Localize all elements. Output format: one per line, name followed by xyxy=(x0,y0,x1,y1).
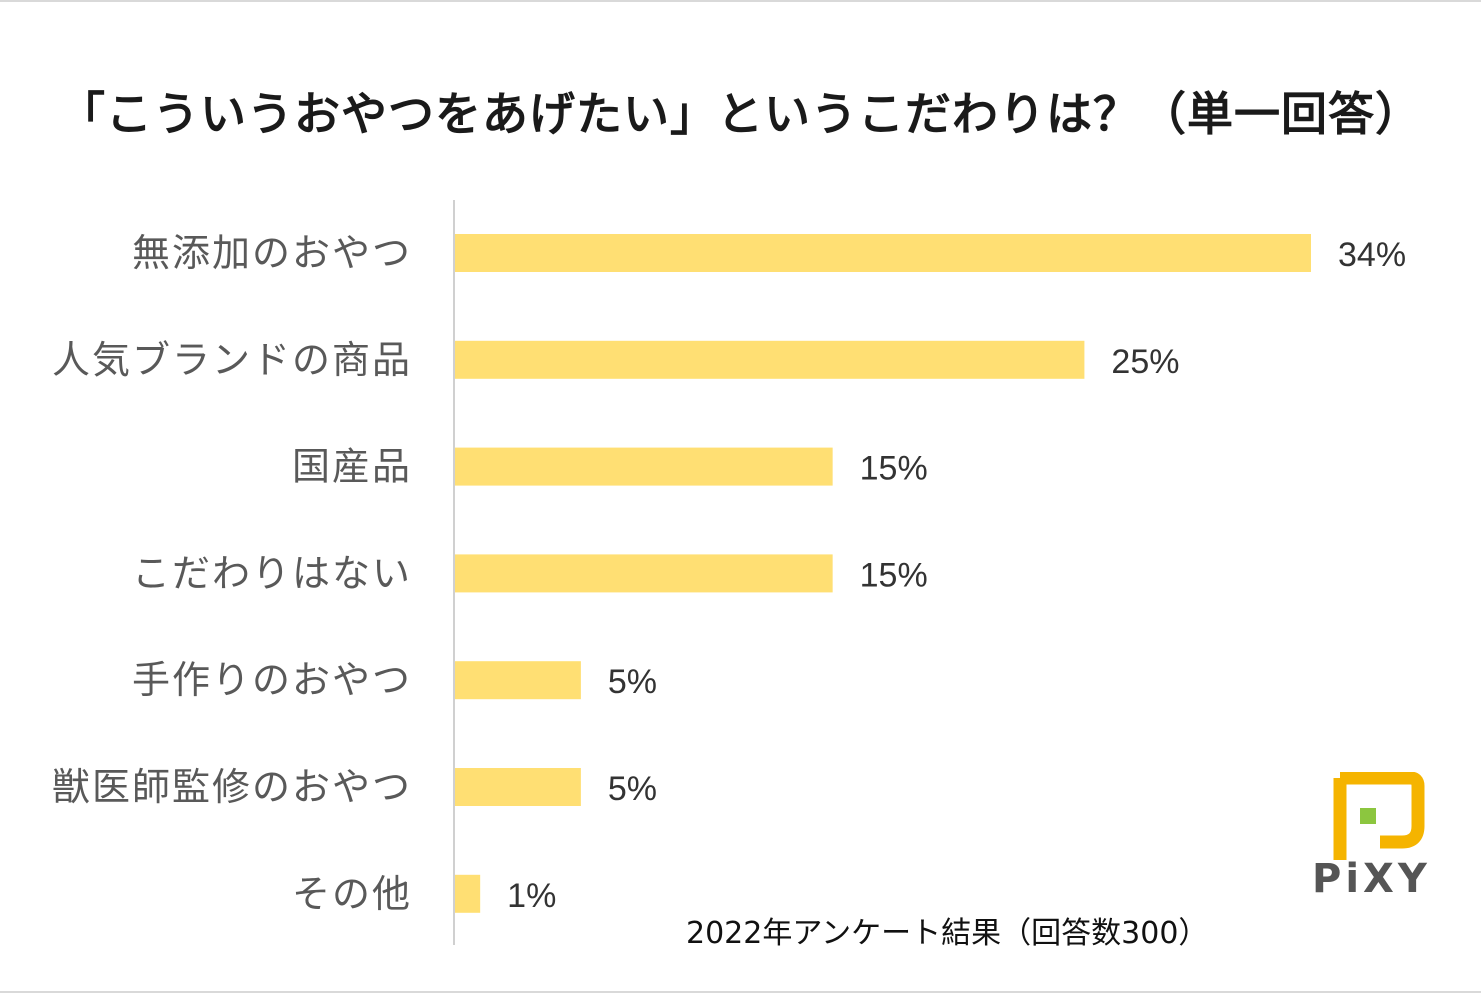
value-label: 34% xyxy=(1338,236,1406,274)
pixy-logo-icon xyxy=(1333,772,1425,860)
category-label: 獣医師監修のおやつ xyxy=(52,765,412,809)
bar xyxy=(455,768,581,806)
category-label: 無添加のおやつ xyxy=(132,231,412,275)
category-label: こだわりはない xyxy=(132,551,412,595)
bar xyxy=(455,554,833,593)
pixy-logo-text: PiXY xyxy=(1312,856,1431,902)
value-label: 25% xyxy=(1111,343,1179,381)
bar xyxy=(455,874,481,913)
category-label: その他 xyxy=(292,872,412,916)
bar xyxy=(455,447,833,486)
chart-title: 「こういうおやつをあげたい」というこだわりは？（単一回答） xyxy=(59,87,1422,141)
survey-footnote: 2022年アンケート結果（回答数300） xyxy=(686,916,1209,951)
bar xyxy=(455,661,581,700)
value-label: 15% xyxy=(860,556,928,594)
value-label: 15% xyxy=(860,450,928,488)
category-label: 人気ブランドの商品 xyxy=(52,338,412,382)
value-label: 5% xyxy=(608,663,657,701)
category-label: 手作りのおやつ xyxy=(132,658,412,702)
bar xyxy=(455,234,1311,272)
bar xyxy=(455,340,1085,379)
value-label: 5% xyxy=(608,770,657,808)
value-label: 1% xyxy=(507,877,556,915)
category-label: 国産品 xyxy=(292,445,412,489)
